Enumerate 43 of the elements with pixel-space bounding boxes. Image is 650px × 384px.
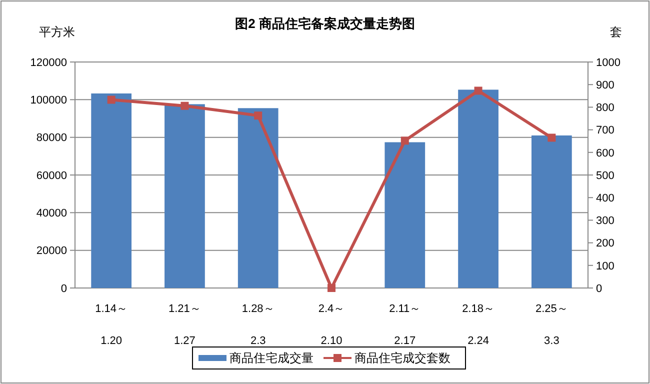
legend-label: 商品住宅成交量 xyxy=(230,351,314,366)
y-tick-label: 80000 xyxy=(36,132,67,144)
y2-tick-label: 900 xyxy=(596,79,614,92)
category-label: 1.28～2.3 xyxy=(242,303,274,347)
y2-tick-label: 600 xyxy=(596,147,614,160)
y2-tick-label: 200 xyxy=(596,238,614,250)
category-label: 2.11～2.17 xyxy=(389,303,421,347)
legend-label: 商品住宅成交套数 xyxy=(354,351,450,366)
bar xyxy=(384,142,426,288)
y2-tick-label: 100 xyxy=(596,260,614,272)
y2-tick-label: 1000 xyxy=(596,56,620,69)
y-tick-label: 100000 xyxy=(30,94,67,107)
y-tick-label: 0 xyxy=(60,282,67,295)
category-label: 1.14～1.20 xyxy=(95,303,128,347)
category-label: 1.21～1.27 xyxy=(168,303,201,347)
point xyxy=(400,136,409,145)
bar xyxy=(531,135,572,288)
bar xyxy=(91,93,132,288)
point xyxy=(548,134,556,142)
y2-axis-title: 套 xyxy=(610,25,622,39)
y-axis-title: 平方米 xyxy=(39,25,75,39)
y2-tick-label: 700 xyxy=(596,124,614,137)
y-tick-label: 120000 xyxy=(30,56,67,69)
point xyxy=(328,284,336,292)
y2-tick-label: 400 xyxy=(596,192,614,204)
bar xyxy=(458,90,498,288)
point xyxy=(474,86,482,95)
category-label: 2.18～2.24 xyxy=(462,303,494,347)
point xyxy=(107,96,116,104)
y-tick-label: 20000 xyxy=(36,245,67,258)
chart-title: 图2 商品住宅备案成交量走势图 xyxy=(235,16,415,31)
y2-tick-label: 0 xyxy=(596,282,602,295)
point xyxy=(180,102,189,110)
category-label: 2.25～3.3 xyxy=(535,303,568,347)
bar xyxy=(238,108,278,288)
y-tick-label: 60000 xyxy=(36,170,67,182)
y2-tick-label: 300 xyxy=(596,215,614,228)
y2-tick-label: 500 xyxy=(596,170,614,182)
bar xyxy=(164,104,205,288)
category-label: 2.4～2.10 xyxy=(318,303,345,347)
point xyxy=(254,112,262,120)
y-tick-label: 40000 xyxy=(36,208,67,220)
y2-tick-label: 800 xyxy=(596,102,614,114)
